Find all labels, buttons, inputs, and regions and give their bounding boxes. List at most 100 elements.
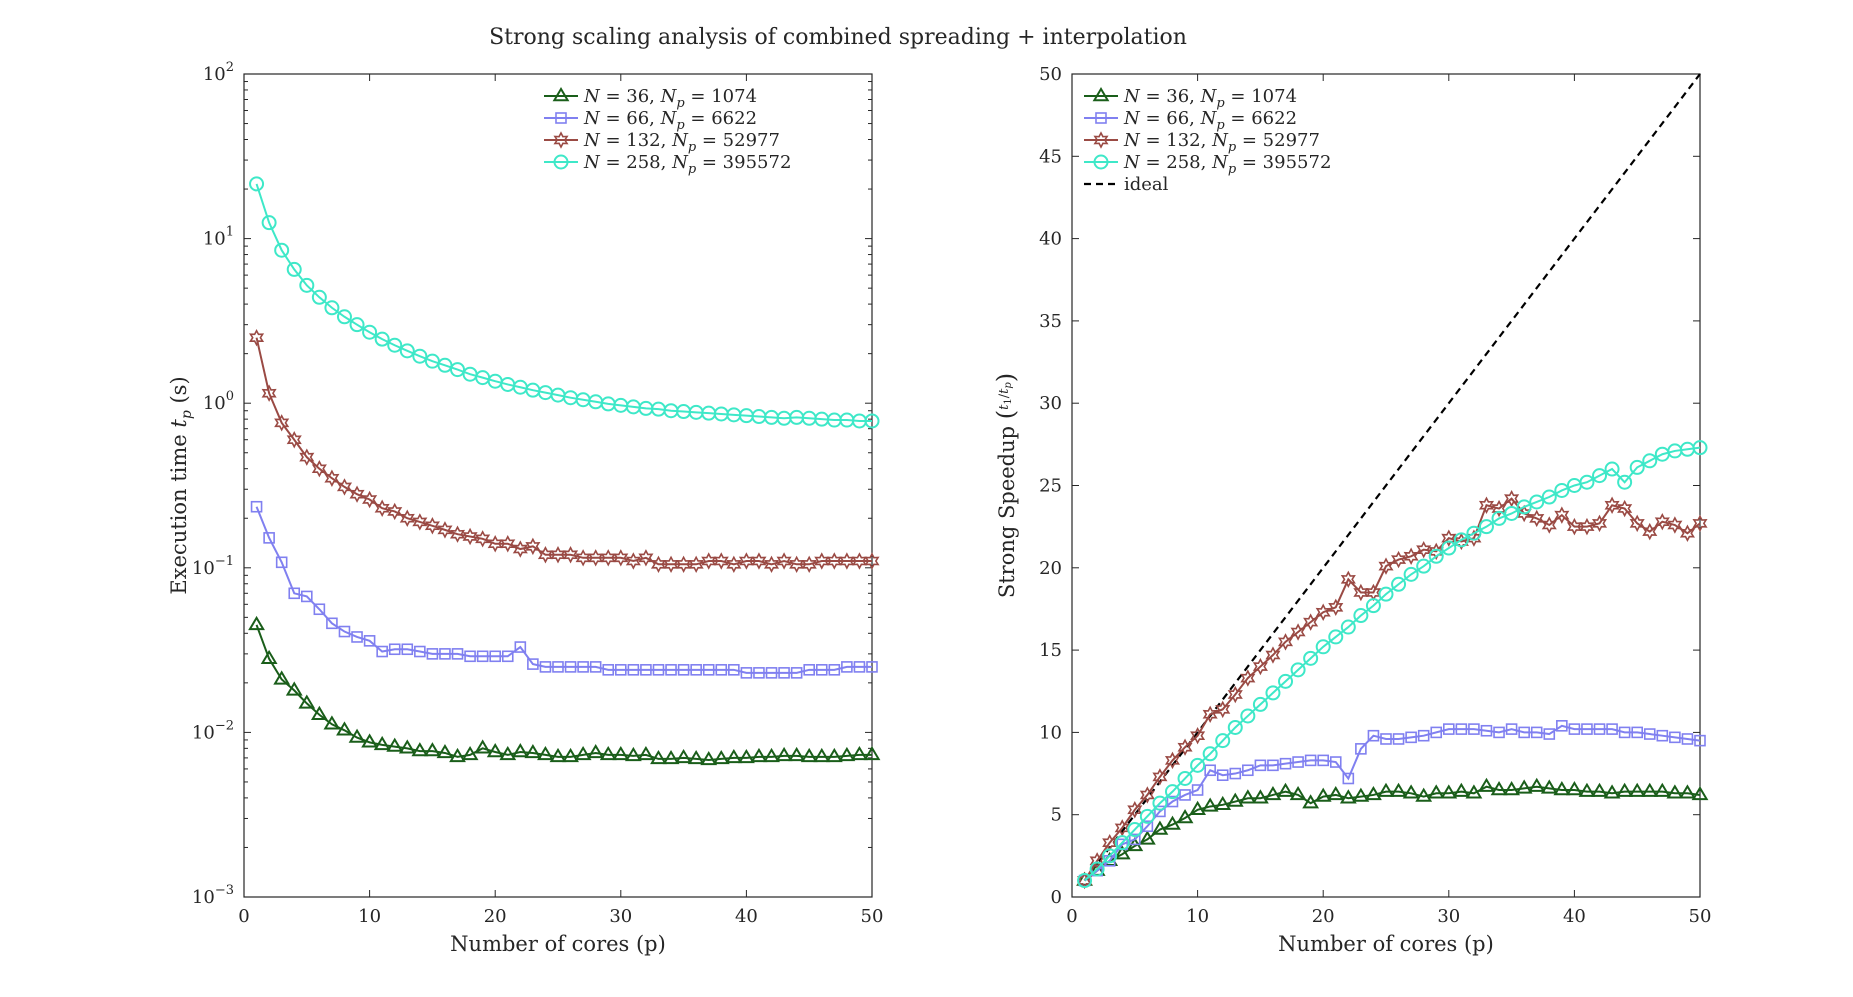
data-point bbox=[313, 603, 326, 616]
data-point bbox=[514, 641, 527, 653]
y-tick-label: 10 bbox=[1039, 722, 1062, 743]
data-point bbox=[361, 733, 379, 748]
data-point bbox=[863, 745, 881, 761]
data-point bbox=[323, 715, 341, 730]
data-point bbox=[1191, 784, 1204, 796]
data-point bbox=[1215, 700, 1231, 719]
data-point bbox=[1327, 785, 1345, 801]
data-point bbox=[1352, 787, 1370, 802]
x-tick-label: 10 bbox=[358, 906, 381, 927]
data-point bbox=[387, 337, 403, 353]
data-point bbox=[362, 324, 378, 340]
series-2 bbox=[249, 328, 880, 574]
data-point bbox=[790, 667, 803, 679]
data-point bbox=[1604, 496, 1620, 514]
data-point bbox=[260, 649, 278, 664]
data-point bbox=[386, 737, 404, 752]
data-point bbox=[688, 555, 704, 574]
left-chart-execution-time: 0 10 20 30 40 50 10−3 10−2 10−1 100 101 102 Number o… bbox=[167, 60, 883, 956]
data-point bbox=[1490, 781, 1508, 796]
data-point bbox=[275, 556, 288, 569]
data-point bbox=[1416, 558, 1432, 574]
data-point bbox=[1279, 757, 1292, 770]
data-point bbox=[1226, 792, 1244, 807]
data-point bbox=[690, 664, 702, 676]
data-point bbox=[1179, 789, 1191, 801]
data-point bbox=[1154, 805, 1166, 818]
data-point bbox=[1127, 801, 1143, 819]
data-point bbox=[638, 549, 654, 567]
data-point bbox=[1402, 784, 1420, 799]
data-point bbox=[286, 431, 302, 449]
data-point bbox=[627, 664, 640, 676]
x-tick-label: 20 bbox=[1312, 906, 1335, 927]
data-point bbox=[351, 631, 363, 643]
data-point bbox=[336, 721, 353, 736]
data-point bbox=[1478, 519, 1494, 535]
data-point bbox=[1642, 522, 1658, 541]
y-tick-label: 45 bbox=[1039, 146, 1062, 167]
x-tick-label: 50 bbox=[1689, 906, 1712, 927]
data-point bbox=[274, 414, 290, 432]
data-point bbox=[712, 749, 730, 765]
data-point bbox=[1365, 598, 1381, 614]
data-point bbox=[1204, 764, 1216, 777]
data-point bbox=[423, 742, 441, 757]
data-point bbox=[1353, 608, 1369, 624]
y-tick-label: 102 bbox=[203, 60, 234, 85]
y-tick-label: 101 bbox=[203, 225, 234, 250]
data-point bbox=[675, 748, 693, 764]
series-line bbox=[1083, 785, 1701, 882]
data-point bbox=[1254, 759, 1267, 772]
data-point bbox=[411, 742, 429, 757]
data-point bbox=[349, 317, 365, 333]
data-point bbox=[725, 748, 743, 764]
data-point bbox=[753, 667, 765, 679]
legend-marker bbox=[552, 87, 570, 102]
data-point bbox=[1314, 787, 1332, 802]
series-1 bbox=[250, 500, 878, 679]
data-point bbox=[401, 643, 414, 656]
data-point bbox=[677, 664, 690, 676]
data-point bbox=[1151, 820, 1169, 835]
data-point bbox=[388, 643, 401, 656]
data-point bbox=[261, 384, 277, 402]
legend-label: N = 36, Np = 1074 bbox=[583, 86, 757, 111]
data-point bbox=[776, 552, 792, 570]
data-point bbox=[1215, 733, 1231, 749]
data-point bbox=[1129, 833, 1141, 846]
data-point bbox=[841, 661, 853, 673]
data-point bbox=[1317, 754, 1329, 767]
data-point bbox=[1603, 784, 1621, 799]
data-point bbox=[1480, 724, 1493, 737]
data-point bbox=[1554, 482, 1570, 498]
data-point bbox=[1340, 570, 1356, 589]
data-point bbox=[414, 645, 426, 658]
data-point bbox=[1078, 874, 1091, 887]
y-tick-label: 100 bbox=[203, 389, 234, 414]
data-point bbox=[1367, 729, 1380, 742]
data-point bbox=[1355, 743, 1367, 755]
figure-title: Strong scaling analysis of combined spre… bbox=[489, 25, 1187, 50]
data-point bbox=[1579, 517, 1595, 536]
data-point bbox=[1139, 786, 1155, 804]
data-point bbox=[1292, 756, 1304, 768]
data-point bbox=[1278, 673, 1294, 689]
data-point bbox=[750, 747, 768, 763]
series-line bbox=[255, 506, 872, 674]
data-point bbox=[299, 448, 315, 466]
data-point bbox=[574, 745, 592, 761]
data-point bbox=[1377, 782, 1395, 797]
legend-label: N = 258, Np = 395572 bbox=[583, 152, 791, 177]
data-point bbox=[1139, 808, 1155, 824]
data-point bbox=[1240, 708, 1256, 724]
data-point bbox=[1565, 781, 1583, 796]
data-point bbox=[248, 615, 265, 631]
data-point bbox=[249, 328, 265, 347]
data-point bbox=[374, 499, 390, 517]
data-point bbox=[1666, 784, 1684, 799]
series-3 bbox=[1077, 440, 1708, 889]
data-point bbox=[1691, 785, 1709, 801]
x-tick-label: 40 bbox=[735, 906, 758, 927]
data-point bbox=[1102, 848, 1118, 864]
